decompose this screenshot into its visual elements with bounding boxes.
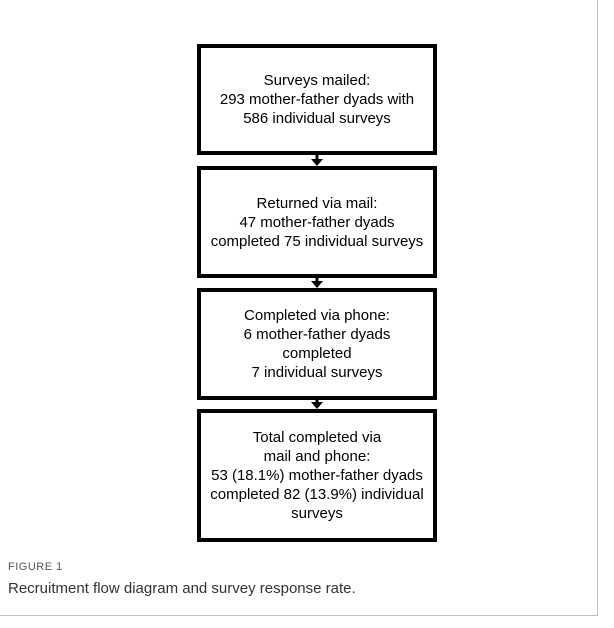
flow-arrow-1 xyxy=(311,155,323,166)
flow-box-text: Total completed via mail and phone: 53 (… xyxy=(210,429,424,522)
flow-box-text: Completed via phone: 6 mother-father dya… xyxy=(243,307,391,381)
flow-box-completed-via-phone: Completed via phone: 6 mother-father dya… xyxy=(197,288,437,400)
flow-box-text: Surveys mailed: 293 mother-father dyads … xyxy=(219,72,415,127)
flow-box-surveys-mailed: Surveys mailed: 293 mother-father dyads … xyxy=(197,44,437,155)
flow-box-total-completed: Total completed via mail and phone: 53 (… xyxy=(197,409,437,542)
figure-label: FIGURE 1 xyxy=(8,561,63,573)
flow-arrow-3 xyxy=(311,400,323,409)
figure-caption: Recruitment flow diagram and survey resp… xyxy=(8,580,356,597)
flow-box-text: Returned via mail: 47 mother-father dyad… xyxy=(210,194,424,250)
flow-box-returned-via-mail: Returned via mail: 47 mother-father dyad… xyxy=(197,166,437,278)
flow-arrow-2 xyxy=(311,278,323,288)
figure-panel: Surveys mailed: 293 mother-father dyads … xyxy=(0,0,598,616)
